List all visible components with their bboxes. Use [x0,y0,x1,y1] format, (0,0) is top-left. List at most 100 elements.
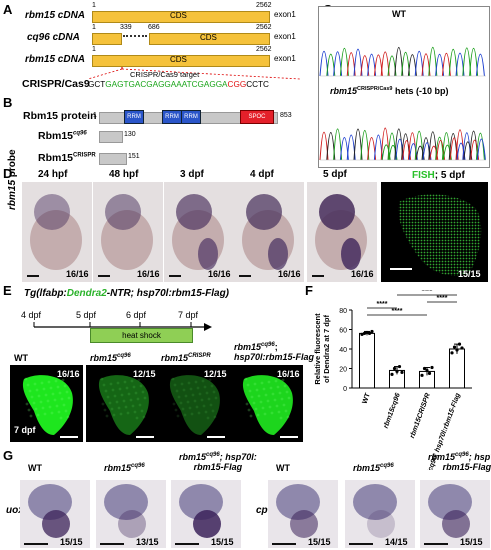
liver-speckle [33,382,37,386]
scale-bar [280,436,298,438]
liver-speckle [129,398,133,402]
embryo-svg [30,194,82,270]
liver-speckle [109,382,113,386]
liver [118,510,146,538]
liver-speckle [50,411,54,415]
construct-label: Tg(lfabp:Dendra2-NTR; hsp70l:rbm15-Flag) [24,288,229,299]
genotype-label: WT [14,353,28,363]
seq-suffix: CCTC [246,80,269,89]
image-count: 15/15 [308,537,331,547]
liver-speckle [37,394,41,398]
image-count: 16/16 [277,369,300,379]
liver-speckle [29,414,33,418]
liver-speckle [249,414,253,418]
y-tick-label: 40 [339,347,347,354]
fish-label: FISH; 5 dpf [412,170,465,181]
stage-label: 4 dpf [250,169,274,180]
row1-end: 2562 [256,2,272,9]
liver-speckle [278,391,282,395]
probe-label: rbm15 probe [7,149,18,210]
liver-speckle [214,396,218,400]
liver-speckle [197,411,201,415]
liver-speckle [101,402,105,406]
scale-bar [24,543,48,545]
liver-svg [22,375,73,435]
liver-speckle [270,411,274,415]
liver-speckle [32,401,36,405]
genotype-sup: cq96 [455,452,469,458]
stage-count: 16/16 [278,269,301,279]
liver-speckle [208,378,212,382]
head [353,484,397,520]
trace-peak [469,48,479,77]
het-chromatogram [319,127,486,161]
het-gene: rbm15 [330,86,358,96]
genotype-text: WT [276,463,290,473]
bar-chart: 0 20 40 60 80 Relative fluorescentof Dendra2 … [313,290,472,470]
bar [449,348,465,389]
scale-bar [424,543,448,545]
row1-cds-label: CDS [170,11,187,20]
liver-speckle [260,381,264,385]
genotype-sep: ; hsp70l: [219,452,257,462]
timeline-t3: 7 dpf [178,310,199,320]
construct-b: -NTR; hsp70l:rbm15-Flag) [106,288,230,299]
stage-label: 3 dpf [180,169,204,180]
trace-peak [333,128,343,161]
trace-peak [475,53,485,77]
genotype-label: rbm15cq96 [90,353,131,363]
row3-cds-bar [92,55,270,67]
liver-speckle [182,388,186,392]
liver [42,510,70,538]
liver [268,238,288,270]
liver-speckle [277,410,281,414]
head [105,194,141,230]
panel-g-letter: G [3,448,14,463]
liver-speckle [279,416,283,420]
crispr-len: 151 [128,153,140,160]
liver [198,238,218,270]
liver-speckle [187,381,191,385]
embryo-svg [276,484,320,538]
image-count: 15/15 [460,537,483,547]
genotype-label: rbm15cq96; hsp70l:rbm15-Flag [179,452,257,472]
timeline-t0: 4 dpf [21,310,42,320]
row2-del-start: 339 [120,24,132,31]
liver-speckle [113,394,117,398]
liver-speckle [25,402,29,406]
embryo-svg [179,484,223,538]
seq-pam: CGG [227,80,247,89]
panel-a-letter: A [3,2,13,17]
liver-speckle [100,377,104,381]
liver-speckle [209,403,213,407]
protein-label: Rbm15 protein [23,110,97,122]
probe-gene: rbm15 [7,179,18,210]
wish-liver-image [345,480,415,548]
data-point [360,332,364,336]
crispr-sequence: GCTGAGTGACGAGGAAATCGAGGACGGCCTC [88,80,269,89]
data-point [455,348,459,352]
image-count: 16/16 [57,369,80,379]
data-point [390,372,394,376]
row2-del-end: 686 [148,24,160,31]
data-point [425,368,429,373]
liver-speckle [183,413,187,417]
liver-speckle [104,389,108,393]
panel-a-row3-label: rbm15 cDNA [25,54,86,65]
cq96-protein-bar [99,131,123,143]
liver-speckle [135,416,139,420]
liver-speckle [252,401,256,405]
liver-speckle [284,409,288,413]
row2-cds-right [149,33,270,45]
yolk [30,210,82,270]
sig-label: **** [422,290,433,295]
liver-speckle [110,407,114,411]
liver-shape [242,375,293,435]
panel-b-letter: B [3,95,13,110]
liver-speckle [134,391,138,395]
liver-speckle [65,390,69,394]
protein-end: 853 [280,112,292,119]
genotype-sep: ; [274,342,278,352]
liver [290,510,318,538]
genotype-transgene: rbm15-Flag [442,462,491,472]
